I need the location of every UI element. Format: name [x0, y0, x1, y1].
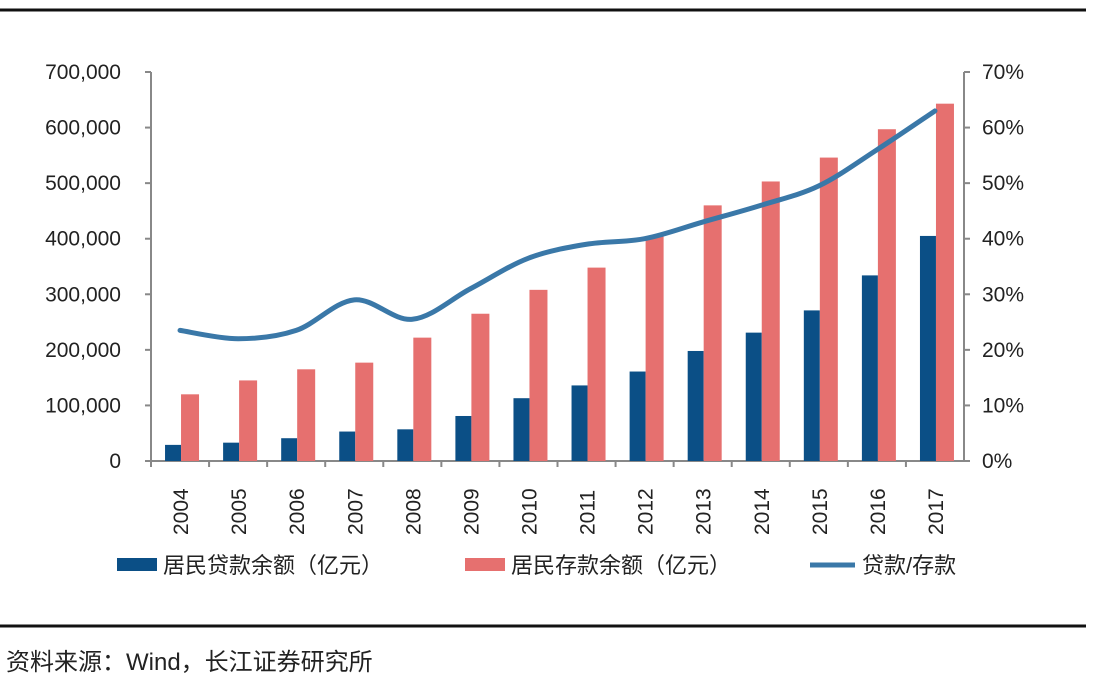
- deposit-bar: [935, 103, 954, 461]
- deposit-bar: [529, 289, 548, 461]
- x-tick-label: 2006: [286, 488, 309, 535]
- deposit-bar: [877, 129, 896, 461]
- x-tick-label: 2004: [170, 488, 193, 535]
- legend-label-ratio: 贷款/存款: [862, 553, 956, 578]
- deposit-bar: [355, 362, 374, 461]
- loan-bar: [223, 442, 240, 461]
- loan-bar: [687, 350, 704, 461]
- x-tick-label: 2013: [693, 488, 716, 535]
- x-tick-label: 2014: [751, 488, 774, 535]
- loan-bar: [919, 235, 936, 461]
- legend-label-loan: 居民贷款余额（亿元）: [163, 553, 383, 578]
- left-tick-label: 400,000: [45, 228, 121, 251]
- deposit-bar: [239, 380, 258, 461]
- x-tick-label: 2007: [344, 488, 367, 535]
- left-tick-label: 300,000: [45, 283, 121, 306]
- deposit-bar: [413, 337, 432, 461]
- deposit-bar: [587, 267, 606, 461]
- left-tick-label: 600,000: [45, 117, 121, 140]
- right-tick-label: 0%: [982, 450, 1012, 473]
- deposit-bar: [761, 181, 780, 461]
- left-tick-label: 700,000: [45, 61, 121, 84]
- deposit-bar: [819, 157, 838, 461]
- loan-bar: [339, 431, 356, 461]
- x-tick-label: 2011: [577, 490, 600, 535]
- deposit-bar: [297, 369, 316, 461]
- loan-bar: [513, 398, 530, 461]
- right-tick-label: 70%: [982, 61, 1024, 84]
- deposit-bar: [471, 313, 490, 461]
- right-tick-label: 30%: [982, 283, 1024, 306]
- loan-bar: [571, 385, 588, 461]
- legend-label-deposit: 居民存款余额（亿元）: [511, 553, 731, 578]
- loan-bar: [165, 444, 182, 461]
- deposit-bar: [703, 205, 722, 461]
- loan-bar: [455, 415, 472, 461]
- right-tick-label: 10%: [982, 394, 1024, 417]
- x-tick-label: 2017: [925, 488, 948, 535]
- x-tick-label: 2016: [867, 488, 890, 535]
- x-tick-label: 2012: [635, 488, 658, 535]
- left-tick-label: 500,000: [45, 172, 121, 195]
- x-tick-label: 2015: [809, 488, 832, 535]
- right-tick-label: 20%: [982, 339, 1024, 362]
- left-tick-label: 100,000: [45, 394, 121, 417]
- legend-swatch-loan: [117, 558, 157, 571]
- x-tick-label: 2009: [460, 488, 483, 535]
- ratio-line: [177, 108, 938, 342]
- right-tick-label: 50%: [982, 172, 1024, 195]
- loan-bar: [803, 310, 820, 461]
- source-note: 资料来源：Wind，长江证券研究所: [6, 649, 373, 676]
- deposit-bar: [645, 236, 664, 461]
- right-tick-label: 60%: [982, 117, 1024, 140]
- legend-swatch-deposit: [465, 558, 505, 571]
- loan-bar: [745, 332, 762, 461]
- right-tick-label: 40%: [982, 228, 1024, 251]
- left-tick-label: 0: [109, 450, 121, 473]
- left-tick-label: 200,000: [45, 339, 121, 362]
- loan-bar: [629, 371, 646, 461]
- loan-bar: [397, 429, 414, 461]
- loan-bar: [861, 275, 878, 461]
- deposit-bar: [181, 394, 200, 461]
- x-tick-label: 2010: [518, 488, 541, 535]
- x-tick-label: 2005: [228, 488, 251, 535]
- x-tick-label: 2008: [402, 488, 425, 535]
- loan-bar: [281, 438, 298, 461]
